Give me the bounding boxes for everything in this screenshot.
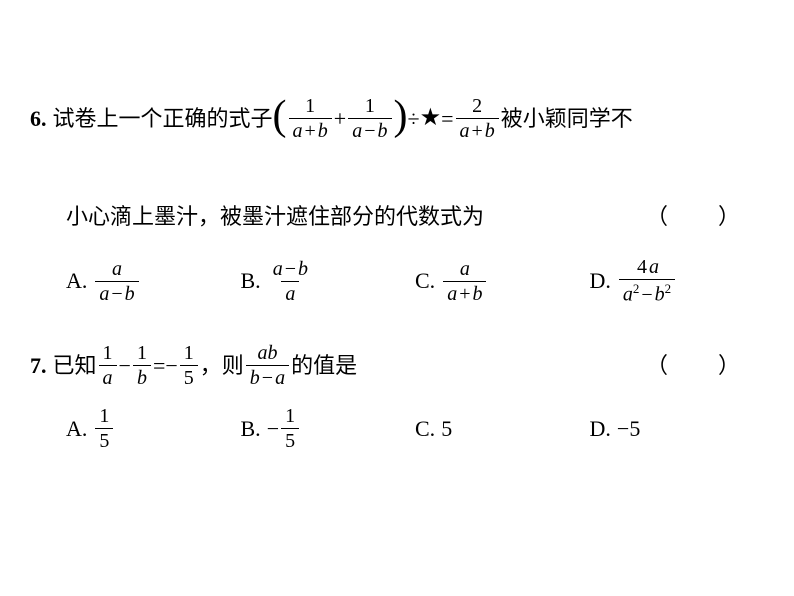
- answer-bracket-7: （ ）: [646, 335, 764, 397]
- frac-ab-over-bminusa: ab b−a: [246, 343, 289, 388]
- div-op: ÷: [408, 88, 420, 150]
- problem-6-text2: 小心滴上墨汁，被墨汁遮住部分的代数式为: [66, 186, 484, 248]
- frac-1-over-5: 1 5: [180, 343, 198, 388]
- problem-6-text-end: 被小颖同学不: [501, 88, 633, 150]
- option-6b: B. a−b a: [241, 259, 416, 304]
- left-paren: (: [273, 58, 287, 176]
- problem-6-text-start: 试卷上一个正确的式子: [53, 88, 273, 150]
- eq-op: =: [441, 88, 453, 150]
- problem-7-text-mid: ，则: [200, 335, 244, 397]
- eq-op-7: =: [153, 335, 165, 397]
- option-6c: C. a a+b: [415, 259, 590, 304]
- option-6a: A. a a−b: [66, 259, 241, 304]
- problem-7-text-start: 已知: [53, 335, 97, 397]
- minus-op: −: [119, 335, 131, 397]
- answer-bracket-6: （ ）: [646, 186, 764, 248]
- option-7b: B. − 1 5: [241, 406, 416, 451]
- problem-6-options: A. a a−b B. a−b a C. a a+b D. 4a a2−b2: [30, 257, 764, 305]
- neg-op: −: [165, 335, 177, 397]
- problem-6-line2: 小心滴上墨汁，被墨汁遮住部分的代数式为 （ ）: [30, 186, 764, 248]
- frac-1-over-aplusb: 1 a+b: [289, 96, 332, 141]
- problem-7-text-end: 的值是: [291, 335, 357, 397]
- star-icon: ★: [420, 85, 442, 152]
- option-7d: D. − 5: [590, 416, 765, 442]
- right-paren: ): [394, 58, 408, 176]
- problem-7-number: 7.: [30, 335, 47, 397]
- frac-1-over-a: 1 a: [99, 343, 117, 388]
- problem-6-line1: 6. 试卷上一个正确的式子 ( 1 a+b + 1 a−b ) ÷ ★ = 2 …: [30, 60, 764, 178]
- problem-6-number: 6.: [30, 88, 47, 150]
- frac-1-over-b: 1 b: [133, 343, 151, 388]
- problem-6: 6. 试卷上一个正确的式子 ( 1 a+b + 1 a−b ) ÷ ★ = 2 …: [30, 60, 764, 305]
- plus-op: +: [334, 88, 346, 150]
- problem-7-line1: 7. 已知 1 a − 1 b = − 1 5 ，则 ab b−a 的值是 （ …: [30, 335, 764, 397]
- frac-1-over-aminusb: 1 a−b: [348, 96, 391, 141]
- frac-2-over-aplusb: 2 a+b: [456, 96, 499, 141]
- option-7c: C. 5: [415, 416, 590, 442]
- option-6d: D. 4a a2−b2: [590, 257, 765, 305]
- problem-7-options: A. 1 5 B. − 1 5 C. 5 D. − 5: [30, 406, 764, 451]
- problem-7: 7. 已知 1 a − 1 b = − 1 5 ，则 ab b−a 的值是 （ …: [30, 335, 764, 452]
- option-7a: A. 1 5: [66, 406, 241, 451]
